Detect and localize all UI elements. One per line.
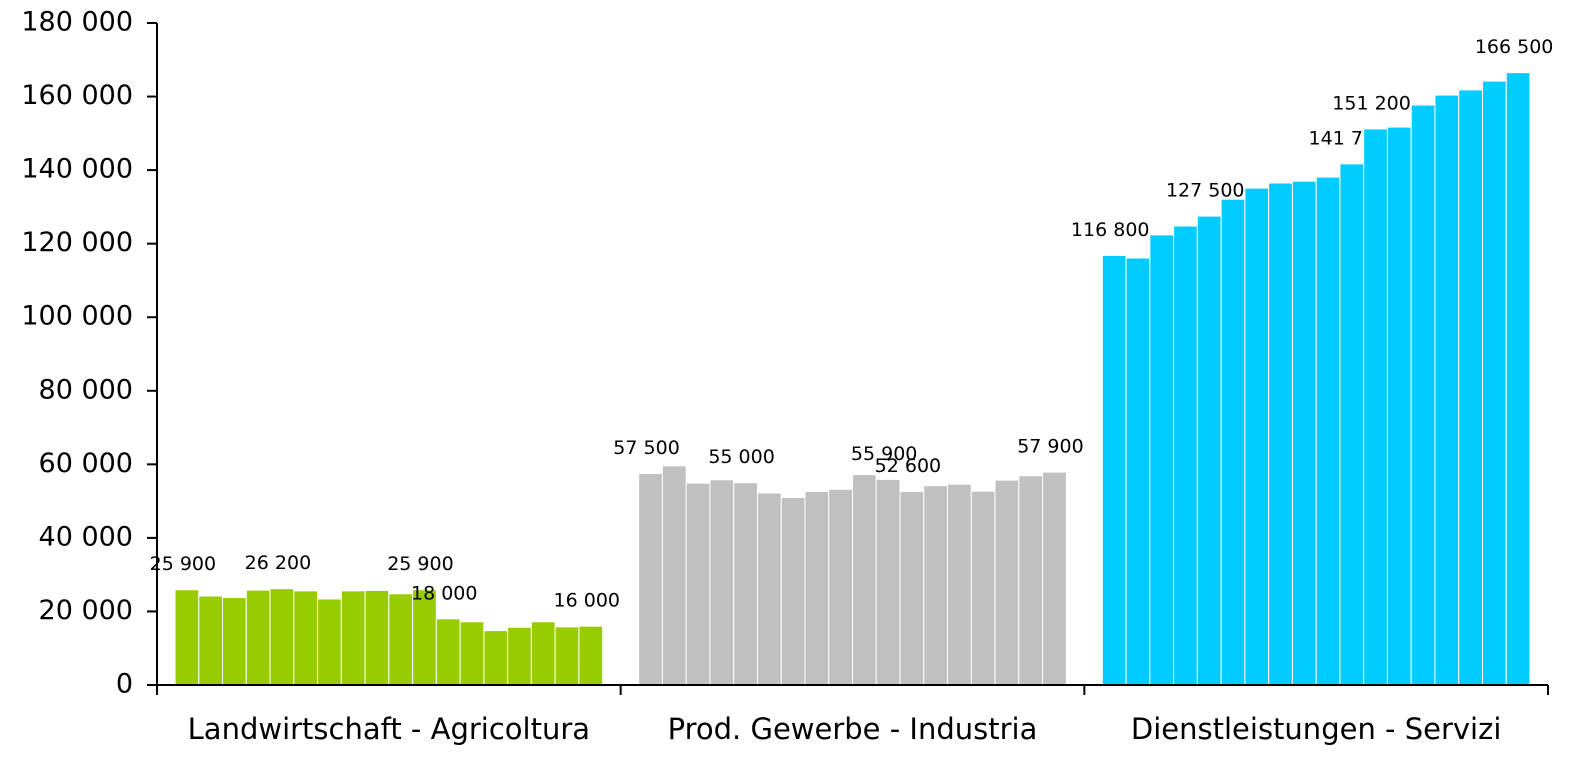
y-tick-label: 20 000	[39, 595, 133, 626]
bar	[245, 589, 271, 686]
value-label: 16 000	[554, 590, 620, 612]
bar	[1268, 182, 1293, 686]
bar	[852, 474, 877, 686]
bar	[1220, 198, 1246, 686]
bar	[269, 588, 295, 686]
value-label: 166 500	[1475, 36, 1554, 58]
bar	[222, 596, 247, 686]
bar	[685, 482, 711, 686]
bar	[459, 621, 485, 686]
bar	[709, 479, 735, 686]
bar	[1018, 475, 1044, 686]
bar	[1196, 215, 1222, 686]
y-tick-label: 140 000	[21, 154, 133, 185]
bar	[317, 598, 342, 686]
bar	[1410, 104, 1436, 686]
value-label: 116 800	[1071, 219, 1150, 241]
bar	[507, 626, 532, 686]
bar	[1458, 89, 1483, 686]
bar	[388, 593, 414, 686]
value-label: 25 900	[150, 553, 216, 575]
y-tick-label: 160 000	[21, 80, 133, 111]
bar	[804, 491, 830, 686]
bar	[578, 625, 604, 686]
x-category-label: Landwirtschaft - Agricoltura	[188, 712, 590, 746]
y-tick-label: 80 000	[39, 374, 133, 405]
bar	[293, 590, 319, 686]
bar	[1149, 234, 1175, 686]
bar	[483, 630, 509, 686]
value-label: 26 200	[245, 552, 311, 574]
bar	[661, 465, 687, 686]
bar	[364, 589, 390, 686]
value-label: 55 000	[708, 446, 774, 468]
bar	[780, 496, 806, 686]
value-label: 151 200	[1332, 92, 1411, 114]
bar	[1363, 128, 1388, 686]
y-tick-label: 40 000	[39, 521, 133, 552]
y-tick-label: 60 000	[39, 448, 133, 479]
bar	[994, 479, 1020, 686]
bar	[1434, 94, 1460, 686]
bar	[554, 626, 580, 686]
value-label: 57 900	[1017, 436, 1083, 458]
value-label: 57 500	[613, 437, 679, 459]
value-label: 25 900	[387, 553, 453, 575]
bar	[1042, 471, 1067, 686]
bar	[1173, 225, 1198, 686]
bar	[1386, 126, 1412, 686]
value-label: 52 600	[875, 455, 941, 477]
bar	[1315, 176, 1341, 686]
bar	[970, 490, 996, 686]
bar	[828, 488, 853, 686]
bar	[1481, 80, 1507, 686]
bar	[923, 485, 949, 686]
value-label: 55 900	[851, 443, 917, 465]
y-tick-label: 0	[116, 669, 133, 700]
bar	[198, 595, 224, 686]
y-tick-label: 180 000	[21, 7, 133, 38]
bar	[947, 483, 972, 686]
bar	[174, 589, 200, 686]
bar	[733, 482, 758, 686]
bar	[638, 473, 663, 686]
bar	[875, 478, 901, 686]
bar	[899, 491, 925, 686]
value-label: 18 000	[411, 582, 477, 604]
y-tick-label: 120 000	[21, 227, 133, 258]
value-label: 127 500	[1166, 180, 1245, 202]
bar	[340, 590, 366, 686]
bar	[1505, 72, 1531, 686]
bar	[530, 621, 556, 686]
bar	[1101, 254, 1127, 686]
x-category-label: Dienstleistungen - Servizi	[1131, 712, 1502, 746]
bar	[1125, 257, 1151, 686]
bar	[1291, 180, 1317, 686]
x-category-label: Prod. Gewerbe - Industria	[668, 712, 1038, 746]
y-tick-label: 100 000	[21, 301, 133, 332]
bar	[435, 618, 461, 686]
bar	[1339, 163, 1365, 686]
bar	[756, 492, 782, 686]
bar	[1244, 187, 1270, 686]
